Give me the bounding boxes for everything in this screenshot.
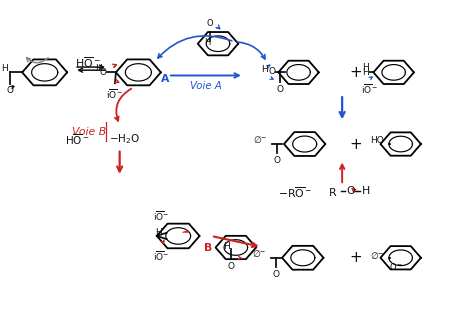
Text: $\mathrm{-H_2O}$: $\mathrm{-H_2O}$ bbox=[109, 132, 140, 146]
Text: O: O bbox=[7, 86, 14, 95]
Text: $\varnothing^{-}$: $\varnothing^{-}$ bbox=[370, 250, 384, 261]
Text: O: O bbox=[269, 67, 276, 76]
Text: $\mathrm{i\overline{O}^{-}}$: $\mathrm{i\overline{O}^{-}}$ bbox=[153, 209, 169, 223]
Text: $\varnothing^{-}$: $\varnothing^{-}$ bbox=[252, 248, 266, 259]
Text: $\mathrm{H\overline{O}^-}$: $\mathrm{H\overline{O}^-}$ bbox=[65, 132, 90, 147]
Text: O: O bbox=[273, 156, 280, 165]
Text: Voie B: Voie B bbox=[72, 127, 106, 137]
Text: HO: HO bbox=[371, 136, 384, 146]
Text: O: O bbox=[206, 19, 213, 28]
Text: O: O bbox=[347, 186, 356, 196]
Text: +: + bbox=[349, 136, 362, 151]
Text: A: A bbox=[161, 74, 170, 84]
Text: $\mathrm{H\overline{O}^-}$: $\mathrm{H\overline{O}^-}$ bbox=[75, 56, 101, 70]
Text: H: H bbox=[362, 63, 369, 72]
Text: O: O bbox=[227, 262, 234, 271]
Text: B: B bbox=[203, 244, 212, 254]
Text: +: + bbox=[349, 250, 362, 265]
Text: $\varnothing^{-}$: $\varnothing^{-}$ bbox=[253, 134, 267, 145]
Text: O: O bbox=[276, 85, 283, 94]
Text: H: H bbox=[205, 38, 211, 47]
Text: H: H bbox=[95, 64, 102, 73]
Text: $\mathrm{i\overline{O}^-}$: $\mathrm{i\overline{O}^-}$ bbox=[361, 82, 378, 95]
Text: O: O bbox=[100, 68, 107, 77]
Text: Voie A: Voie A bbox=[191, 81, 222, 91]
Text: H: H bbox=[262, 65, 268, 74]
Text: $\mathrm{R}$: $\mathrm{R}$ bbox=[328, 186, 337, 198]
Text: H: H bbox=[155, 228, 162, 237]
Text: $\mathrm{-R\overline{O}^-}$: $\mathrm{-R\overline{O}^-}$ bbox=[278, 185, 312, 200]
Text: $\mathrm{O^-}$: $\mathrm{O^-}$ bbox=[389, 261, 403, 272]
Text: $\mathrm{i\overline{O}^-}$: $\mathrm{i\overline{O}^-}$ bbox=[106, 87, 124, 101]
Text: H: H bbox=[223, 242, 230, 251]
Text: H: H bbox=[1, 64, 8, 73]
Text: $\mathrm{i\overline{O}^{-}}$: $\mathrm{i\overline{O}^{-}}$ bbox=[153, 249, 169, 263]
Text: +: + bbox=[349, 65, 362, 80]
Text: H: H bbox=[362, 68, 369, 77]
Text: H: H bbox=[362, 186, 370, 196]
Text: O: O bbox=[272, 269, 279, 279]
